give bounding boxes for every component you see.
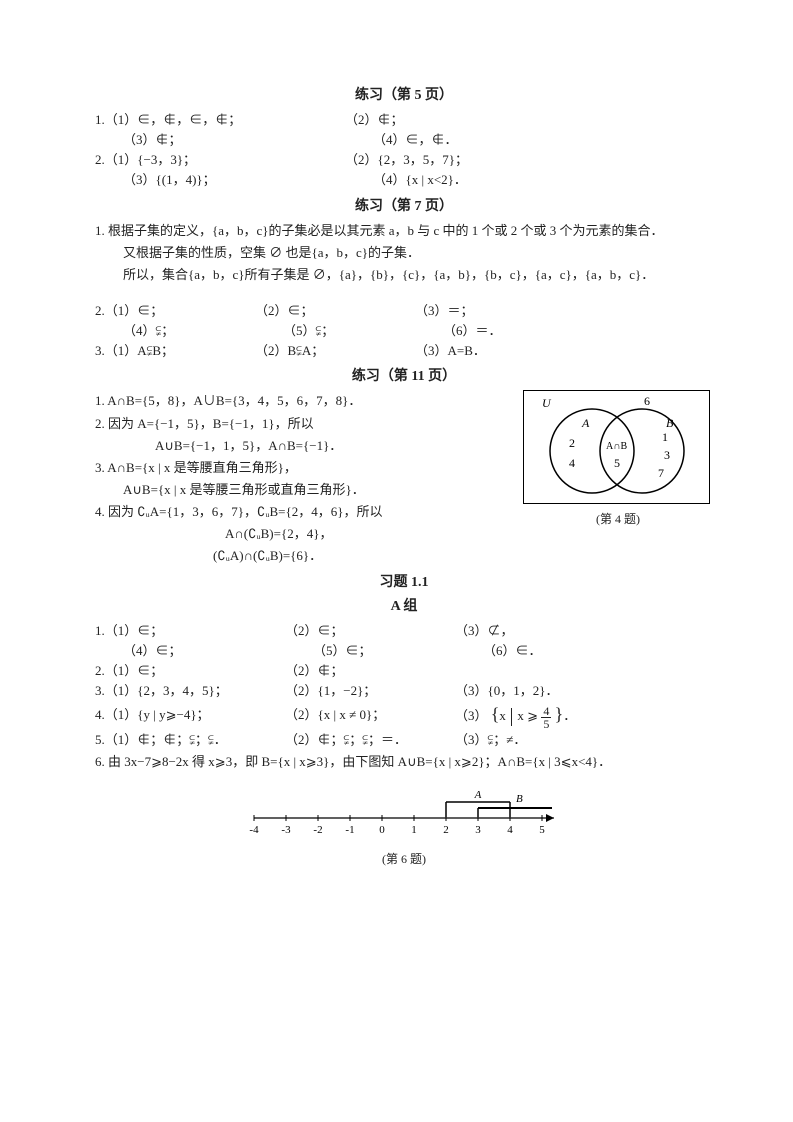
svg-text:A: A xyxy=(581,416,590,430)
p5-l1a: 1.（1）∈，∉，∈，∉； xyxy=(95,110,345,130)
svg-text:3: 3 xyxy=(475,824,481,836)
section-title-p5: 练习（第 5 页） xyxy=(95,84,713,104)
svg-text:-4: -4 xyxy=(249,824,259,836)
p11-l2: 2. 因为 A={−1，5}，B={−1，1}，所以 xyxy=(95,414,525,434)
p7-t2: 又根据子集的性质，空集 ∅ 也是{a，b，c}的子集． xyxy=(95,243,713,263)
p7-r1c: （3）＝； xyxy=(415,301,575,321)
p11-l2b: A∪B={−1，1，5}，A∩B={−1}． xyxy=(95,436,525,456)
p7-r3c: （3）A=B． xyxy=(415,341,575,361)
p11-l3b: A∪B={x | x 是等腰三角形或直角三角形}． xyxy=(95,480,525,500)
p11-l4b: A∩(∁ᵤB)={2，4}， xyxy=(95,524,525,544)
ga-q1e: （5）∈； xyxy=(313,641,483,661)
svg-text:7: 7 xyxy=(658,466,664,480)
ga-q5b: （2）∉；⫋；⫋；＝． xyxy=(285,730,455,750)
ga-q4c: （3） {x x ⩾ 45 }． xyxy=(455,701,635,730)
svg-text:5: 5 xyxy=(539,824,545,836)
ga-q4b: （2）{x | x ≠ 0}； xyxy=(285,705,455,725)
svg-text:-2: -2 xyxy=(313,824,322,836)
p5-l3a: 2.（1）{−3，3}； xyxy=(95,150,345,170)
p7-r1b: （2）∈； xyxy=(255,301,415,321)
p7-r3a: 3.（1）A⫋B； xyxy=(95,341,255,361)
ga-q1b: （2）∈； xyxy=(285,621,455,641)
ga-q6: 6. 由 3x−7⩾8−2x 得 x⩾3，即 B={x | x⩾3}，由下图知 … xyxy=(95,752,713,772)
section-title-p7: 练习（第 7 页） xyxy=(95,195,713,215)
ex-title: 习题 1.1 xyxy=(95,571,713,591)
p5-l3b: （2）{2，3，5，7}； xyxy=(345,150,505,170)
ga-q3b: （2）{1，−2}； xyxy=(285,681,455,701)
svg-text:-3: -3 xyxy=(281,824,291,836)
svg-text:1: 1 xyxy=(662,430,668,444)
svg-text:4: 4 xyxy=(507,824,513,836)
ga-q1a: 1.（1）∈； xyxy=(95,621,285,641)
p7-r3b: （2）B⫋A； xyxy=(255,341,415,361)
p7-r1a: 2.（1）∈； xyxy=(95,301,255,321)
svg-text:A∩B: A∩B xyxy=(606,441,627,452)
p5-l1b: （2）∉； xyxy=(345,110,505,130)
p5-l2b: （4）∈，∉． xyxy=(373,130,533,150)
numberline-figure: -4 -3 -2 -1 0 1 2 3 4 5 A B (第 6 题) xyxy=(239,782,569,867)
ga-q5c: （3）⫋；≠． xyxy=(455,730,605,750)
svg-text:2: 2 xyxy=(443,824,449,836)
svg-text:B: B xyxy=(516,793,523,805)
svg-text:0: 0 xyxy=(379,824,385,836)
group-a-title: A 组 xyxy=(95,595,713,615)
p7-r2c: （6）＝． xyxy=(443,321,603,341)
p7-r2b: （5）⫋； xyxy=(283,321,443,341)
ga-q2a: 2.（1）∈； xyxy=(95,661,285,681)
ga-q1d: （4）∈； xyxy=(95,641,313,661)
svg-text:4: 4 xyxy=(569,456,575,470)
svg-text:A: A xyxy=(474,789,482,801)
ga-q2b: （2）∉； xyxy=(285,661,455,681)
ga-q5a: 5.（1）∉；∉；⫋；⫋． xyxy=(95,730,285,750)
svg-text:2: 2 xyxy=(569,436,575,450)
svg-text:6: 6 xyxy=(644,394,650,408)
ga-q4a: 4.（1）{y | y⩾−4}； xyxy=(95,705,285,725)
numberline-caption: (第 6 题) xyxy=(239,850,569,867)
p5-l2a: （3）∉； xyxy=(95,130,373,150)
ga-q1c: （3）⊄， xyxy=(455,621,605,641)
svg-text:-1: -1 xyxy=(345,824,354,836)
section-title-p11: 练习（第 11 页） xyxy=(95,365,713,385)
venn-figure: U 6 A B 2 4 A∩B 5 1 37 (第 4 题) xyxy=(523,390,713,527)
p5-l4b: （4）{x | x<2}． xyxy=(373,170,533,190)
p11-l4c: (∁ᵤA)∩(∁ᵤB)={6}． xyxy=(95,546,525,566)
svg-text:B: B xyxy=(666,416,674,430)
ga-q3a: 3.（1）{2，3，4，5}； xyxy=(95,681,285,701)
p7-t1: 1. 根据子集的定义，{a，b，c}的子集必是以其元素 a，b 与 c 中的 1… xyxy=(95,221,713,241)
p11-l4: 4. 因为 ∁ᵤA={1，3，6，7}，∁ᵤB={2，4，6}，所以 xyxy=(95,502,525,522)
ga-q3c: （3）{0，1，2}． xyxy=(455,681,605,701)
p11-l1: 1. A∩B={5，8}，A∪B={3，4，5，6，7，8}． xyxy=(95,391,525,411)
svg-text:3: 3 xyxy=(664,448,670,462)
p11-l3: 3. A∩B={x | x 是等腰直角三角形}， xyxy=(95,458,525,478)
ga-q1f: （6）∈． xyxy=(483,641,633,661)
svg-text:5: 5 xyxy=(614,456,620,470)
svg-text:U: U xyxy=(542,396,552,410)
p7-r2a: （4）⫋； xyxy=(95,321,283,341)
p5-l4a: （3）{(1，4)}； xyxy=(95,170,373,190)
svg-text:1: 1 xyxy=(411,824,417,836)
p7-t3: 所以，集合{a，b，c}所有子集是 ∅，{a}，{b}，{c}，{a，b}，{b… xyxy=(95,265,713,285)
venn-caption: (第 4 题) xyxy=(523,510,713,527)
